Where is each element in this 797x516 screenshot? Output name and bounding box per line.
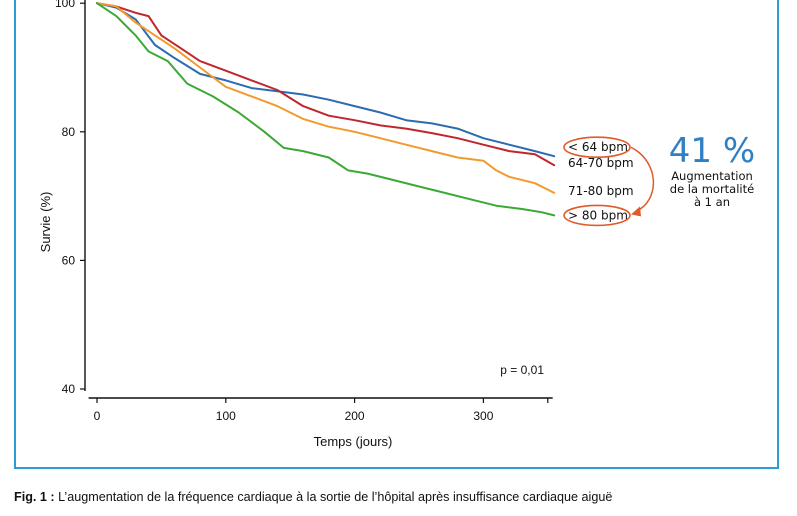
- series-line-4: [96, 2, 556, 217]
- annotation-arrow: [630, 146, 655, 213]
- series-label-2: 64-70 bpm: [568, 156, 634, 170]
- highlight-oval-low: [563, 136, 631, 159]
- caption-prefix: Fig. 1 :: [14, 490, 55, 504]
- series-label-3: 71-80 bpm: [568, 184, 634, 198]
- annotation-arrowhead: [631, 206, 641, 217]
- series-labels: < 64 bpm 64-70 bpm 71-80 bpm > 80 bpm: [568, 140, 634, 222]
- p-value-label: p = 0,01: [500, 363, 544, 377]
- y-tick-label: 100: [55, 0, 75, 10]
- axes: 40 60 80 100 0 100 200 300 Temps (jours) Survie (…: [38, 0, 553, 449]
- series-label-4: > 80 bpm: [568, 208, 628, 222]
- figure-frame: [14, 0, 779, 469]
- x-tick-label: 100: [216, 409, 236, 423]
- x-tick-label: 200: [345, 409, 365, 423]
- series-label-1: < 64 bpm: [568, 140, 628, 154]
- series-lines: [96, 2, 556, 217]
- annotation-text-line-2: de la mortalité: [670, 182, 754, 196]
- y-tick-label: 80: [62, 125, 76, 139]
- x-tick-label: 300: [473, 409, 493, 423]
- highlight-oval-high: [563, 204, 631, 227]
- annotation-text-line-1: Augmentation: [671, 169, 753, 183]
- x-tick-label: 0: [94, 409, 101, 423]
- x-axis-title: Temps (jours): [314, 434, 393, 449]
- y-tick-label: 60: [62, 253, 76, 267]
- series-line-2: [96, 2, 556, 167]
- annotation-text-line-3: à 1 an: [694, 195, 730, 209]
- survival-chart: 40 60 80 100 0 100 200 300 Temps (jours) Survie (…: [38, 0, 755, 449]
- mortality-increase-value: 41 %: [669, 131, 755, 171]
- series-line-1: [96, 2, 556, 158]
- y-tick-label: 40: [62, 382, 76, 396]
- figure-caption: Fig. 1 : L’augmentation de la fréquence …: [14, 490, 789, 504]
- caption-text: L’augmentation de la fréquence cardiaque…: [54, 490, 613, 504]
- y-axis-title: Survie (%): [38, 192, 53, 253]
- series-line-3: [96, 2, 556, 194]
